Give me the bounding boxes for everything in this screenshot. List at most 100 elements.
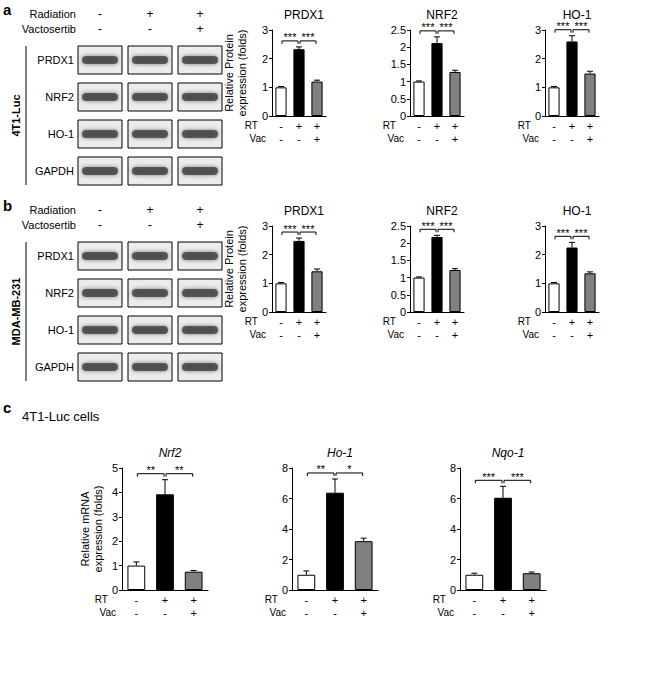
svg-text:Radiation: Radiation	[30, 204, 76, 216]
svg-text:-: -	[163, 607, 167, 619]
svg-text:2: 2	[282, 554, 288, 566]
svg-text:c: c	[3, 399, 11, 416]
svg-text:Vac: Vac	[523, 133, 540, 144]
svg-text:NRF2: NRF2	[45, 91, 74, 103]
svg-text:0: 0	[400, 306, 406, 318]
svg-text:***: ***	[557, 227, 571, 239]
svg-text:0.5: 0.5	[391, 93, 406, 105]
svg-text:-: -	[552, 316, 556, 328]
svg-text:+: +	[146, 203, 153, 217]
svg-text:0.5: 0.5	[391, 289, 406, 301]
svg-text:2: 2	[450, 554, 456, 566]
svg-text:Vac: Vac	[270, 607, 287, 618]
svg-text:-: -	[98, 203, 102, 217]
svg-text:+: +	[162, 594, 168, 606]
svg-text:***: ***	[302, 31, 316, 43]
svg-text:8: 8	[450, 462, 456, 474]
svg-text:6: 6	[282, 493, 288, 505]
svg-text:RT: RT	[265, 594, 278, 605]
svg-text:0: 0	[400, 110, 406, 122]
svg-text:+: +	[196, 22, 203, 36]
svg-text:-: -	[98, 7, 102, 21]
svg-text:+: +	[196, 7, 203, 21]
svg-text:NRF2: NRF2	[426, 204, 458, 218]
svg-text:Vac: Vac	[250, 133, 267, 144]
svg-text:+: +	[196, 203, 203, 217]
svg-text:-: -	[570, 329, 574, 341]
svg-text:PRDX1: PRDX1	[37, 250, 74, 262]
svg-text:-: -	[279, 120, 283, 132]
svg-text:+: +	[146, 7, 153, 21]
svg-text:Nqo-1: Nqo-1	[492, 446, 525, 460]
svg-text:Ho-1: Ho-1	[327, 446, 353, 460]
svg-text:RT: RT	[383, 316, 396, 327]
svg-text:PRDX1: PRDX1	[37, 54, 74, 66]
svg-text:+: +	[500, 594, 506, 606]
svg-text:RT: RT	[433, 594, 446, 605]
svg-text:+: +	[452, 329, 458, 341]
svg-text:-: -	[435, 133, 439, 145]
svg-text:***: ***	[284, 31, 298, 43]
svg-text:1.5: 1.5	[391, 58, 406, 70]
svg-text:RT: RT	[95, 594, 108, 605]
svg-text:expression (folds): expression (folds)	[236, 30, 248, 117]
svg-text:Relative mRNA: Relative mRNA	[79, 491, 91, 567]
svg-text:Vac: Vac	[523, 329, 540, 340]
svg-text:+: +	[569, 120, 575, 132]
svg-text:+: +	[587, 329, 593, 341]
svg-text:-: -	[297, 329, 301, 341]
svg-text:+: +	[452, 316, 458, 328]
svg-text:***: ***	[511, 471, 525, 483]
svg-text:+: +	[196, 218, 203, 232]
svg-text:-: -	[333, 607, 337, 619]
svg-text:PRDX1: PRDX1	[284, 8, 324, 22]
svg-text:Relative Protein: Relative Protein	[223, 230, 235, 308]
svg-text:-: -	[98, 22, 102, 36]
svg-text:RT: RT	[245, 120, 258, 131]
svg-text:-: -	[552, 133, 556, 145]
svg-text:8: 8	[282, 462, 288, 474]
svg-text:2: 2	[262, 53, 268, 65]
svg-text:+: +	[190, 594, 196, 606]
svg-text:NRF2: NRF2	[426, 8, 458, 22]
svg-text:-: -	[279, 329, 283, 341]
svg-text:***: ***	[557, 20, 571, 32]
svg-text:*: *	[347, 463, 352, 475]
svg-text:1: 1	[400, 76, 406, 88]
svg-text:+: +	[528, 607, 534, 619]
svg-text:2: 2	[112, 535, 118, 547]
svg-text:***: ***	[575, 20, 589, 32]
svg-text:Radiation: Radiation	[30, 8, 76, 20]
svg-text:-: -	[501, 607, 505, 619]
svg-text:-: -	[148, 218, 152, 232]
svg-text:***: ***	[575, 227, 589, 239]
svg-text:**: **	[175, 464, 184, 476]
svg-text:GAPDH: GAPDH	[35, 165, 74, 177]
svg-text:-: -	[98, 218, 102, 232]
svg-text:Vac: Vac	[438, 607, 455, 618]
svg-text:-: -	[417, 316, 421, 328]
svg-text:2: 2	[535, 53, 541, 65]
svg-text:1: 1	[262, 277, 268, 289]
svg-text:a: a	[3, 1, 12, 18]
svg-text:4: 4	[282, 523, 288, 535]
svg-text:Vac: Vac	[100, 607, 117, 618]
svg-text:-: -	[304, 607, 308, 619]
svg-text:0: 0	[450, 584, 456, 596]
svg-text:Relative Protein: Relative Protein	[223, 34, 235, 112]
svg-text:RT: RT	[383, 120, 396, 131]
svg-text:+: +	[587, 120, 593, 132]
svg-text:1: 1	[400, 272, 406, 284]
svg-text:+: +	[190, 607, 196, 619]
svg-text:2: 2	[400, 41, 406, 53]
svg-text:+: +	[434, 316, 440, 328]
svg-text:+: +	[587, 316, 593, 328]
svg-text:MDA-MB-231: MDA-MB-231	[10, 278, 22, 346]
svg-text:***: ***	[440, 21, 454, 33]
svg-text:+: +	[314, 120, 320, 132]
svg-text:Vac: Vac	[388, 329, 405, 340]
svg-text:RT: RT	[518, 120, 531, 131]
svg-text:+: +	[587, 133, 593, 145]
svg-text:+: +	[296, 316, 302, 328]
svg-text:-: -	[472, 607, 476, 619]
